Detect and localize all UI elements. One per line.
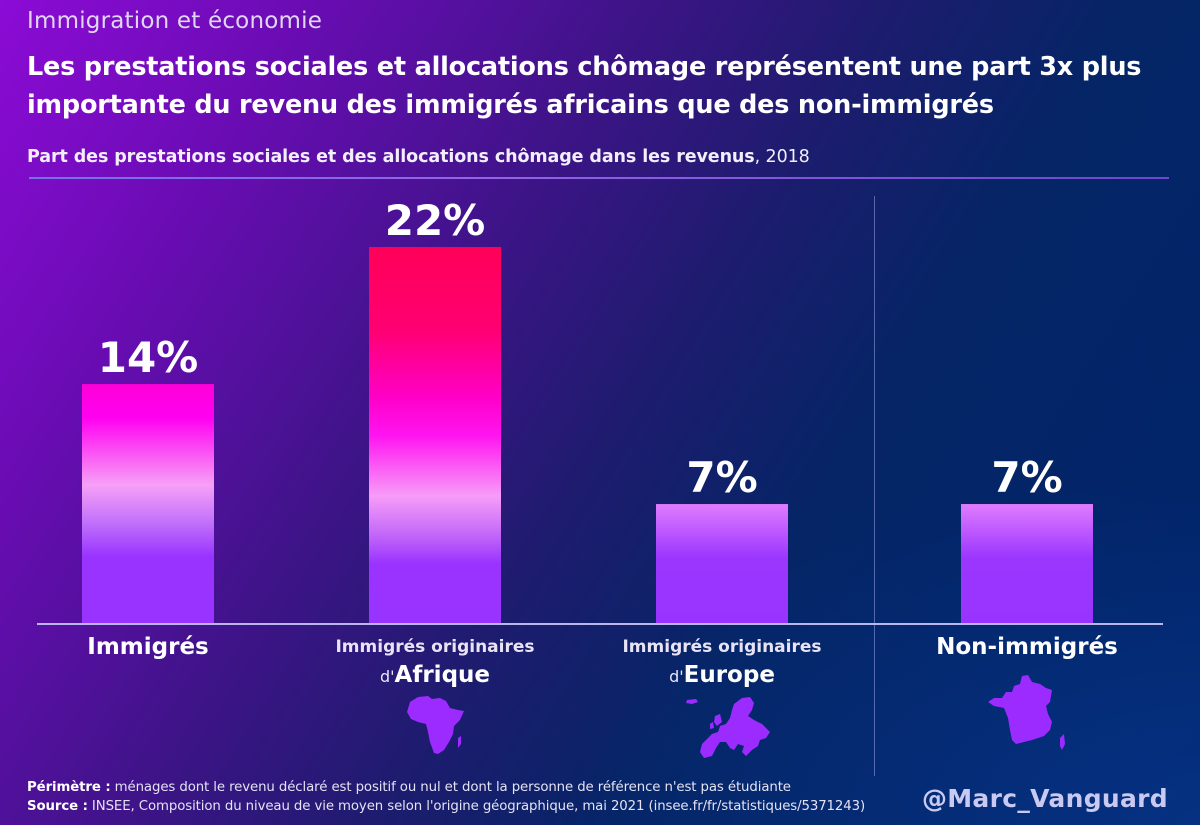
category-label-region: Europe (683, 662, 775, 688)
category-label-line1: Immigrés originaires (335, 637, 535, 657)
category-label-prefix: d' (379, 667, 395, 686)
bars-group (82, 247, 1093, 624)
category-label-prefix: d' (669, 667, 684, 686)
category-label-line1: Immigrés originaires (622, 637, 822, 657)
africa-map-icon (407, 696, 464, 754)
subtitle-bold: Part des prestations sociales et des all… (27, 147, 755, 167)
group-divider (874, 196, 875, 776)
category-label-immigres: Immigrés (68, 634, 228, 660)
europe-map-icon (686, 697, 770, 758)
title-rule (29, 177, 1169, 179)
source-text: INSEE, Composition du niveau de vie moye… (87, 798, 866, 814)
data-label-4: 7% (991, 453, 1062, 502)
source-label: Source : (27, 798, 88, 814)
perimetre-label: Périmètre : (27, 780, 111, 795)
kicker-label: Immigration et économie (27, 8, 323, 34)
category-label-non-immigres: Non-immigrés (912, 634, 1142, 660)
perimetre-text: ménages dont le revenu déclaré est posit… (110, 780, 791, 795)
data-labels-group: 14% 22% 7% 7% (98, 196, 1063, 502)
bar-2 (369, 247, 501, 624)
data-label-1: 14% (98, 333, 199, 382)
perimetre-line: Périmètre : ménages dont le revenu décla… (27, 779, 865, 798)
category-label-region: Afrique (394, 662, 491, 688)
author-handle: @Marc_Vanguard (921, 784, 1168, 813)
subtitle-year: , 2018 (754, 147, 810, 167)
chart-headline: Les prestations sociales et allocations … (27, 52, 1142, 120)
bar-4 (961, 504, 1093, 624)
category-label-europe: Immigrés originaires d'Europe (607, 635, 837, 693)
category-label-afrique: Immigrés originaires d'Afrique (320, 635, 550, 693)
bar-3 (656, 504, 788, 624)
bar-1 (82, 384, 214, 624)
chart-subtitle: Part des prestations sociales et des all… (27, 147, 810, 167)
footnote: Périmètre : ménages dont le revenu décla… (27, 779, 865, 816)
category-label-text: Immigrés (87, 634, 209, 660)
source-line: Source : INSEE, Composition du niveau de… (27, 798, 865, 817)
data-label-3: 7% (686, 453, 757, 502)
france-map-icon (988, 675, 1065, 750)
category-label-text: Non-immigrés (936, 634, 1118, 660)
data-label-2: 22% (385, 196, 486, 245)
